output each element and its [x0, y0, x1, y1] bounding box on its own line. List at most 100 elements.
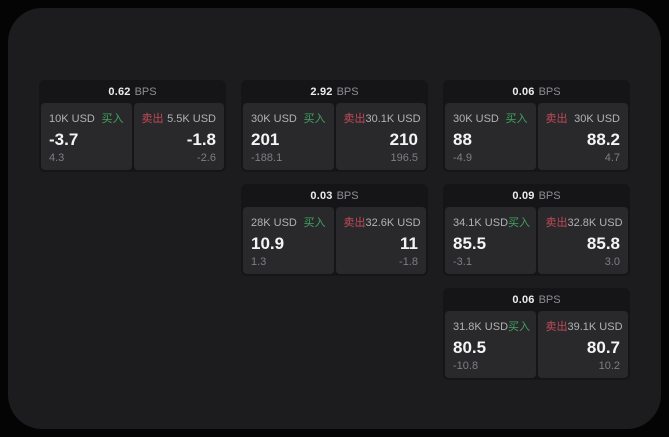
quote-card: 0.09 BPS 34.1K USD 买入 85.5 -3.1 卖出 32.8K…: [443, 184, 630, 276]
sell-price: 11: [400, 233, 418, 253]
spread-header: 0.62 BPS: [39, 80, 226, 103]
quote-card-body: 31.8K USD 买入 80.5 -10.8 卖出 39.1K USD 80.…: [443, 311, 630, 380]
buy-side-label: 买入: [303, 113, 326, 125]
sell-delta: 10.2: [598, 360, 620, 372]
spread-header: 0.06 BPS: [443, 80, 630, 103]
buy-size-label: 30K USD: [453, 113, 499, 125]
buy-panel-top-row: 30K USD 买入: [453, 110, 528, 126]
sell-quote-panel[interactable]: 卖出 30.1K USD 210 196.5: [335, 103, 426, 170]
quote-card: 0.06 BPS 30K USD 买入 88 -4.9 卖出 30K USD 8…: [443, 80, 630, 172]
sell-size-label: 5.5K USD: [167, 113, 216, 125]
sell-size-label: 30.1K USD: [365, 113, 421, 125]
buy-price: 80.5: [453, 337, 487, 357]
buy-price: 85.5: [453, 233, 487, 253]
buy-price: 88: [453, 129, 472, 149]
buy-quote-panel[interactable]: 30K USD 买入 88 -4.9: [445, 103, 536, 170]
sell-side-label: 卖出: [545, 113, 568, 125]
sell-side-label: 卖出: [343, 113, 366, 125]
quote-card: 0.03 BPS 28K USD 买入 10.9 1.3 卖出 32.6K US…: [241, 184, 428, 276]
spread-value: 0.09: [512, 189, 535, 202]
quote-grid: 0.62 BPS 10K USD 买入 -3.7 4.3 卖出 5.5K USD…: [39, 80, 630, 380]
spread-value: 0.03: [310, 189, 333, 202]
buy-size-label: 10K USD: [49, 113, 95, 125]
buy-panel-top-row: 34.1K USD 买入: [453, 214, 531, 230]
buy-price: -3.7: [49, 129, 79, 149]
sell-price: 80.7: [586, 337, 620, 357]
buy-quote-panel[interactable]: 31.8K USD 买入 80.5 -10.8: [445, 311, 536, 378]
buy-size-label: 34.1K USD: [453, 217, 509, 229]
buy-price: 10.9: [251, 233, 285, 253]
sell-price: 88.2: [586, 129, 620, 149]
sell-size-label: 39.1K USD: [567, 321, 623, 333]
sell-quote-panel[interactable]: 卖出 39.1K USD 80.7 10.2: [537, 311, 628, 378]
quote-card-body: 30K USD 买入 88 -4.9 卖出 30K USD 88.2 4.7: [443, 103, 630, 172]
sell-price: 85.8: [586, 233, 620, 253]
buy-quote-panel[interactable]: 30K USD 买入 201 -188.1: [243, 103, 334, 170]
sell-price: 210: [389, 129, 418, 149]
sell-quote-panel[interactable]: 卖出 32.8K USD 85.8 3.0: [537, 207, 628, 274]
sell-side-label: 卖出: [141, 113, 164, 125]
buy-delta: 4.3: [49, 152, 65, 164]
buy-side-label: 买入: [508, 217, 531, 229]
buy-quote-panel[interactable]: 10K USD 买入 -3.7 4.3: [41, 103, 132, 170]
sell-delta: 196.5: [390, 152, 418, 164]
spread-value: 0.62: [108, 85, 131, 98]
sell-panel-top-row: 卖出 5.5K USD: [142, 110, 217, 126]
buy-size-label: 31.8K USD: [453, 321, 509, 333]
sell-quote-panel[interactable]: 卖出 32.6K USD 11 -1.8: [335, 207, 426, 274]
sell-panel-top-row: 卖出 32.6K USD: [343, 214, 421, 230]
spread-unit-label: BPS: [538, 85, 561, 98]
spread-value: 0.06: [512, 85, 535, 98]
buy-delta: 1.3: [251, 256, 267, 268]
quote-card-body: 34.1K USD 买入 85.5 -3.1 卖出 32.8K USD 85.8…: [443, 207, 630, 276]
sell-panel-top-row: 卖出 30.1K USD: [343, 110, 421, 126]
sell-delta: 3.0: [604, 256, 620, 268]
spread-header: 0.03 BPS: [241, 184, 428, 207]
buy-side-label: 买入: [508, 321, 531, 333]
spread-header: 0.09 BPS: [443, 184, 630, 207]
spread-value: 2.92: [310, 85, 333, 98]
sell-side-label: 卖出: [343, 217, 366, 229]
quote-card-body: 10K USD 买入 -3.7 4.3 卖出 5.5K USD -1.8 -2.…: [39, 103, 226, 172]
sell-quote-panel[interactable]: 卖出 30K USD 88.2 4.7: [537, 103, 628, 170]
quote-card: 0.06 BPS 31.8K USD 买入 80.5 -10.8 卖出 39.1…: [443, 288, 630, 380]
quote-card-body: 30K USD 买入 201 -188.1 卖出 30.1K USD 210 1…: [241, 103, 428, 172]
sell-delta: 4.7: [604, 152, 620, 164]
sell-price: -1.8: [186, 129, 216, 149]
quote-card: 2.92 BPS 30K USD 买入 201 -188.1 卖出 30.1K …: [241, 80, 428, 172]
buy-quote-panel[interactable]: 28K USD 买入 10.9 1.3: [243, 207, 334, 274]
quote-board: 0.62 BPS 10K USD 买入 -3.7 4.3 卖出 5.5K USD…: [8, 8, 661, 429]
sell-panel-top-row: 卖出 39.1K USD: [545, 318, 623, 334]
sell-size-label: 30K USD: [574, 113, 620, 125]
buy-panel-top-row: 10K USD 买入: [49, 110, 124, 126]
sell-size-label: 32.8K USD: [567, 217, 623, 229]
buy-delta: -188.1: [251, 152, 283, 164]
spread-unit-label: BPS: [336, 189, 359, 202]
sell-delta: -2.6: [197, 152, 216, 164]
buy-delta: -3.1: [453, 256, 472, 268]
buy-delta: -4.9: [453, 152, 472, 164]
spread-unit-label: BPS: [134, 85, 157, 98]
sell-panel-top-row: 卖出 30K USD: [546, 110, 621, 126]
spread-unit-label: BPS: [538, 189, 561, 202]
sell-quote-panel[interactable]: 卖出 5.5K USD -1.8 -2.6: [133, 103, 224, 170]
buy-size-label: 28K USD: [251, 217, 297, 229]
sell-delta: -1.8: [399, 256, 418, 268]
buy-side-label: 买入: [505, 113, 528, 125]
buy-quote-panel[interactable]: 34.1K USD 买入 85.5 -3.1: [445, 207, 536, 274]
spread-unit-label: BPS: [336, 85, 359, 98]
spread-value: 0.06: [512, 293, 535, 306]
buy-side-label: 买入: [101, 113, 124, 125]
buy-side-label: 买入: [303, 217, 326, 229]
sell-side-label: 卖出: [545, 217, 568, 229]
buy-price: 201: [251, 129, 280, 149]
buy-panel-top-row: 30K USD 买入: [251, 110, 326, 126]
spread-header: 2.92 BPS: [241, 80, 428, 103]
quote-card-body: 28K USD 买入 10.9 1.3 卖出 32.6K USD 11 -1.8: [241, 207, 428, 276]
buy-panel-top-row: 28K USD 买入: [251, 214, 326, 230]
buy-panel-top-row: 31.8K USD 买入: [453, 318, 531, 334]
sell-side-label: 卖出: [545, 321, 568, 333]
quote-card: 0.62 BPS 10K USD 买入 -3.7 4.3 卖出 5.5K USD…: [39, 80, 226, 172]
spread-header: 0.06 BPS: [443, 288, 630, 311]
